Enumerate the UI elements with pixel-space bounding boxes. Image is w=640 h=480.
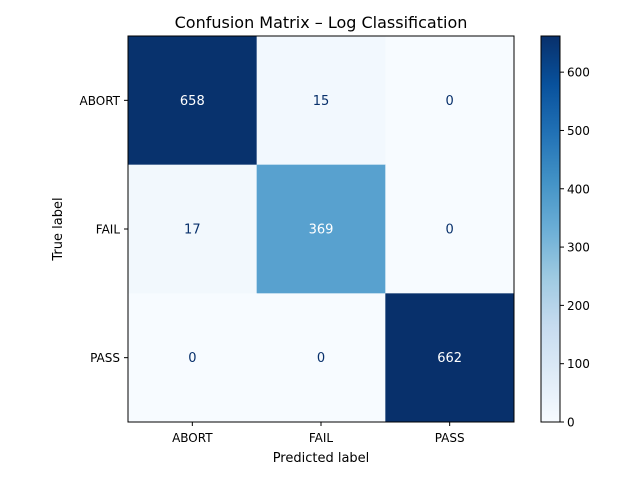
x-tick-label: FAIL [309,431,334,445]
cell-value-label: 369 [309,223,334,238]
colorbar-tick-label: 0 [567,416,575,430]
y-axis-label: True label [51,197,66,261]
heatmap-cell [256,36,386,166]
x-tick-label: PASS [435,431,465,445]
heatmap-cell [128,36,258,166]
x-tick-label: ABORT [172,431,213,445]
chart-title: Confusion Matrix – Log Classification [175,13,468,32]
y-axis-ticks: ABORT FAIL PASS [80,94,128,365]
heatmap-cell [385,293,515,423]
y-tick-label: FAIL [96,223,121,237]
colorbar-tick-label: 400 [567,182,590,196]
colorbar-ticks: 0 100 200 300 400 500 600 [560,66,590,430]
heatmap-cells [128,36,515,423]
cell-value-label: 0 [446,223,454,238]
heatmap-cell [256,293,386,423]
cell-value-label: 662 [437,351,462,366]
colorbar-tick-label: 600 [567,66,590,80]
colorbar [540,35,561,423]
cell-value-label: 0 [188,351,196,366]
y-tick-label: PASS [90,351,120,365]
x-axis-ticks: ABORT FAIL PASS [172,422,465,445]
colorbar-tick-label: 500 [567,124,590,138]
colorbar-tick-label: 100 [567,357,590,371]
x-axis-label: Predicted label [273,451,370,466]
colorbar-tick-label: 300 [567,241,590,255]
colorbar-tick-label: 200 [567,299,590,313]
cell-value-label: 658 [180,94,205,109]
heatmap-cell [256,164,386,294]
cell-value-label: 17 [184,223,201,238]
cell-value-label: 0 [317,351,325,366]
heatmap-cell-labels: 658 15 0 17 369 0 0 0 662 [180,94,462,366]
y-tick-label: ABORT [80,94,121,108]
heatmap-cell [385,164,515,294]
cell-value-label: 15 [313,94,330,109]
heatmap-cell [128,293,258,423]
cell-value-label: 0 [446,94,454,109]
heatmap-cell [385,36,515,166]
heatmap-cell [128,164,258,294]
